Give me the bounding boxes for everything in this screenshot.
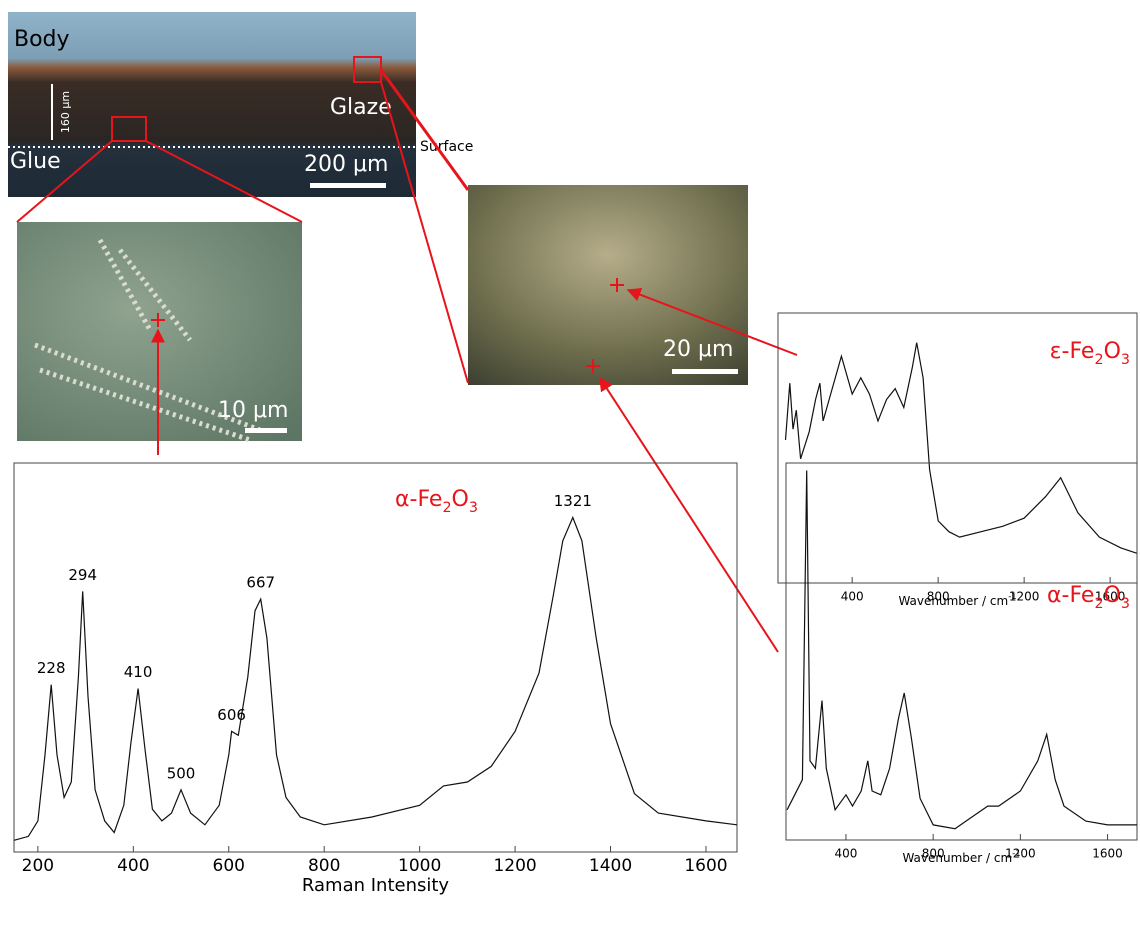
x-tick-label: 1600: [1092, 847, 1123, 861]
text: Wavenumber / cm-1: [898, 591, 1016, 608]
x-axis-label: Raman Intensity: [302, 875, 450, 896]
scale-label: 20 μm: [663, 337, 733, 362]
text-part: 2: [1094, 352, 1103, 368]
x-tick-label: 800: [927, 590, 950, 604]
text-part: -1: [1008, 591, 1016, 601]
cross-section-image: Body Glaze Glue Surface 160 μm 200 μm: [8, 12, 473, 197]
plot-frame: [777, 312, 1138, 584]
peak-label: 606: [217, 706, 246, 724]
x-tick-label: 200: [22, 856, 54, 876]
region-box: [111, 116, 147, 142]
spectrum-line: [786, 470, 1137, 830]
x-tick-label: 400: [841, 590, 864, 604]
peak-label: 667: [246, 574, 275, 592]
scale-label: 10 μm: [218, 398, 288, 423]
text-part: -1: [1012, 848, 1020, 858]
scale-bar: [245, 428, 287, 433]
text-part: O: [452, 487, 469, 512]
spectrum-line: [13, 515, 738, 841]
zoom-line: [379, 69, 470, 191]
text: Wavenumber / cm-1: [902, 848, 1020, 865]
label: 160 μm: [59, 91, 72, 133]
x-tick-label: 1200: [1009, 590, 1040, 604]
x-tick-label: 1000: [398, 856, 441, 876]
text-part: 3: [469, 500, 478, 516]
x-tick-label: 800: [308, 856, 340, 876]
x-tick-label: 1200: [1005, 847, 1036, 861]
label: Glaze: [330, 95, 392, 120]
x-tick-label: 1600: [684, 856, 727, 876]
text-part: O: [1104, 339, 1121, 364]
scale-label: 200 μm: [304, 152, 388, 177]
text-part: Wavenumber / cm: [898, 594, 1008, 608]
text-part: α-Fe: [1047, 583, 1094, 608]
photo: [468, 185, 748, 385]
region-box: [353, 56, 382, 83]
plot-frame: [785, 462, 1138, 841]
plot-frame: [13, 462, 738, 853]
photo: [8, 12, 416, 197]
cross-marker: [151, 278, 624, 373]
text-part: 3: [1121, 596, 1130, 612]
arrow: [599, 376, 779, 653]
text-part: Wavenumber / cm: [902, 851, 1012, 865]
label: Body: [14, 27, 70, 52]
x-tick-label: 1200: [493, 856, 536, 876]
label: Glue: [10, 149, 61, 174]
peak-label: 294: [68, 566, 97, 584]
x-tick-label: 400: [117, 856, 149, 876]
label: Surface: [420, 139, 473, 155]
detail-left-image: 10 μm: [17, 222, 302, 443]
text: α-Fe2O3: [1047, 583, 1130, 612]
peak-label: 410: [124, 663, 153, 681]
zoom-line: [16, 140, 113, 223]
text-part: ε-Fe: [1050, 339, 1095, 364]
text: ε-Fe2O3: [1050, 339, 1130, 368]
x-tick-label: 800: [922, 847, 945, 861]
text-part: 2: [442, 500, 451, 516]
text-part: 2: [1094, 596, 1103, 612]
spectrum-line: [784, 342, 1138, 554]
peak-label: 500: [167, 764, 196, 782]
detail-right-image: 20 μm: [468, 185, 748, 385]
crystals: [34, 238, 261, 443]
text-part: α-Fe: [395, 487, 442, 512]
zoom-line: [145, 140, 303, 223]
zoom-line: [380, 81, 469, 384]
text: α-Fe2O3: [395, 487, 478, 516]
x-tick-label: 1400: [589, 856, 632, 876]
peak-label: 1321: [554, 492, 592, 510]
text-part: 3: [1121, 352, 1130, 368]
scale-bar: [310, 183, 386, 188]
scale-bar: [672, 369, 738, 374]
x-tick-label: 400: [835, 847, 858, 861]
x-tick-label: 600: [213, 856, 245, 876]
connectors: [16, 69, 798, 653]
x-tick-label: 1600: [1095, 590, 1126, 604]
peak-label: 228: [37, 659, 66, 677]
text-part: O: [1104, 583, 1121, 608]
arrow: [626, 287, 798, 356]
